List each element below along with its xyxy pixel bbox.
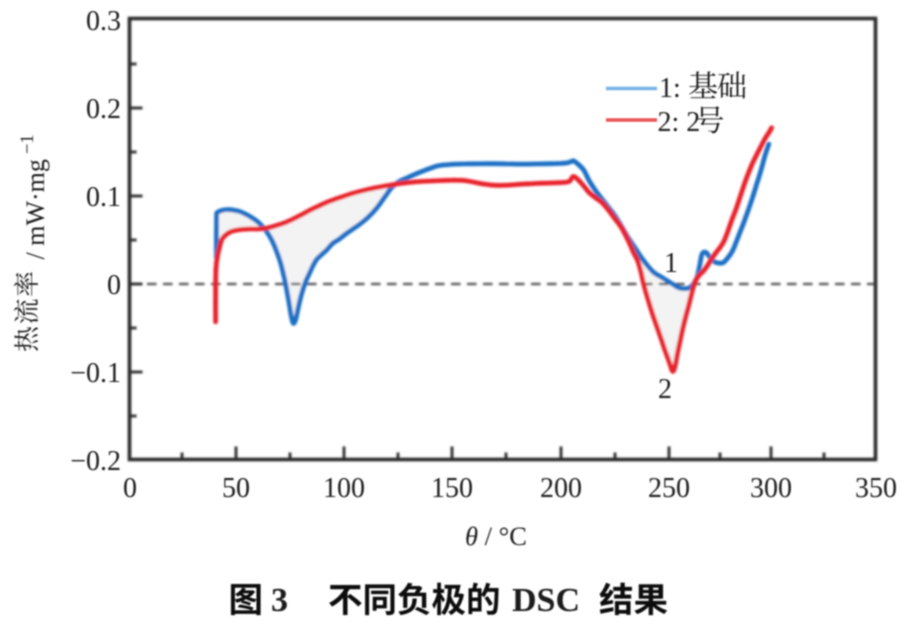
svg-text:−1: −1: [18, 134, 38, 154]
svg-text:0: 0: [107, 270, 121, 301]
svg-text:1:: 1:: [659, 73, 681, 104]
svg-text:0.2: 0.2: [86, 94, 121, 125]
svg-text:/ mW·mg: / mW·mg: [21, 159, 50, 266]
svg-text:100: 100: [323, 473, 365, 504]
svg-text:0: 0: [123, 473, 137, 504]
svg-text:DSC: DSC: [512, 582, 580, 619]
svg-text:50: 50: [222, 473, 250, 504]
svg-text:150: 150: [431, 473, 473, 504]
svg-text:1: 1: [664, 248, 678, 279]
svg-text:−0.1: −0.1: [70, 358, 121, 389]
svg-text:300: 300: [750, 473, 792, 504]
svg-text:0.3: 0.3: [86, 6, 121, 37]
svg-text:250: 250: [648, 473, 690, 504]
svg-text:3: 3: [271, 582, 288, 619]
svg-text:−0.2: −0.2: [70, 446, 121, 477]
svg-text:0.1: 0.1: [86, 182, 121, 213]
svg-text:θ / °C: θ / °C: [465, 521, 527, 551]
svg-text:350: 350: [855, 473, 897, 504]
svg-text:2: 2: [658, 374, 672, 405]
svg-text:2: 2: 2: 2: [658, 107, 701, 138]
svg-text:200: 200: [540, 473, 582, 504]
